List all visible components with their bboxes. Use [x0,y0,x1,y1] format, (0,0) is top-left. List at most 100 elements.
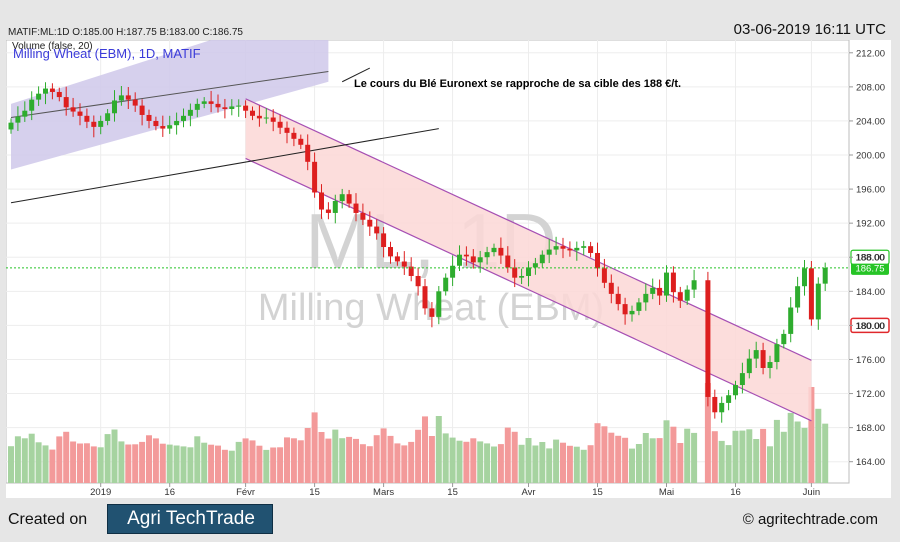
volume-bar [670,426,677,483]
candle-body [229,106,235,110]
volume-bar [539,442,546,483]
volume-bar [587,445,594,483]
volume-bar [518,444,525,483]
volume-bar [767,446,773,483]
candle-body [670,272,676,293]
volume-bar [428,436,435,483]
candle-body [22,110,28,117]
chart-header: MATIF:ML:1D O:185.00 H:187.75 B:183.00 C… [0,0,900,40]
y-tick-label: 176.00 [856,355,885,366]
volume-bar [304,428,311,483]
volume-bar [573,446,580,483]
candle-body [43,88,48,94]
y-tick-label: 192.00 [856,219,885,230]
candle-body [491,247,497,253]
candle-body [822,267,828,284]
volume-bar [8,446,14,483]
candle-body [422,286,428,309]
volume-bar [346,436,353,483]
volume-bar [691,432,698,483]
volume-bar [14,436,21,483]
volume-bar [263,449,270,483]
candle-body [781,333,787,345]
volume-bar [353,438,359,483]
candle-body [622,304,628,315]
candle-body [70,107,76,112]
volume-bar [28,433,35,483]
candle-body [470,256,476,263]
volume-bar [815,408,822,483]
candle-body [346,194,352,204]
volume-bar [746,429,753,483]
volume-bar [401,445,408,483]
agritechtrade-logo[interactable]: Agri TechTrade [107,504,273,534]
candle-body [263,117,269,119]
candle-body [112,100,117,114]
volume-bar [760,428,767,483]
candle-body [381,233,387,248]
chart-canvas[interactable]: ML, 1D Milling Wheat (EBM) 186.75188.001… [5,28,891,498]
volume-bar [132,444,139,483]
volume-bar [732,430,739,483]
volume-bar [422,416,428,483]
x-tick-label: Juin [803,487,820,498]
candle-body [77,111,83,116]
volume-bar [139,441,146,483]
volume-bar [173,445,180,483]
y-tick-label: 208.00 [856,82,885,93]
candle-body [615,293,621,305]
volume-bar [594,423,601,483]
volume-bar [615,435,622,483]
volume-bar [49,449,56,483]
candle-body [463,254,469,257]
volume-bar [152,438,159,483]
volume-bar [684,428,691,483]
candle-body [208,101,214,104]
candle-body [788,307,794,334]
candle-body [284,127,290,133]
price-chart[interactable]: ML, 1D Milling Wheat (EBM) 186.75188.001… [5,28,891,498]
volume-bar [311,412,318,483]
candle-body [36,93,42,100]
candle-body [664,272,669,296]
volume-bar [442,433,449,483]
volume-bar [325,438,332,483]
volume-bar [97,447,104,483]
candle-body [277,121,283,128]
candle-body [539,254,545,264]
candle-body [146,114,152,121]
candle-body [719,402,725,413]
volume-bar [711,431,718,483]
volume-bar [718,440,725,483]
candle-body [332,201,338,213]
candle-body [443,277,449,292]
candle-body [319,192,324,210]
volume-bar [704,383,711,483]
candle-body [298,138,304,145]
volume-bar [56,436,63,483]
volume-bar [546,448,553,483]
annotation-text: Le cours du Blé Euronext se rapproche de… [354,78,681,90]
purple-channel [11,28,329,170]
support-line [10,128,439,204]
red-channel [245,98,812,421]
volume-bar [208,444,215,483]
logo-text: Agri TechTrade [127,508,255,529]
volume-bar [491,446,497,483]
volume-bar [642,433,649,483]
volume-bar [221,449,228,483]
candle-body [8,122,14,130]
candle-body [236,105,242,107]
candle-body [132,99,138,106]
x-tick-label: 16 [730,487,741,498]
ohlc-readout: MATIF:ML:1D O:185.00 H:187.75 B:183.00 C… [8,27,243,38]
candle-body [415,275,421,287]
x-tick-label: Févr [236,487,255,498]
volume-bar [753,439,760,483]
candle-body [91,121,97,127]
candle-body [118,95,124,101]
volume-bar [622,437,629,483]
target-label: 188.00 [855,253,884,264]
candle-body [187,109,193,116]
volume-bar [629,448,635,483]
